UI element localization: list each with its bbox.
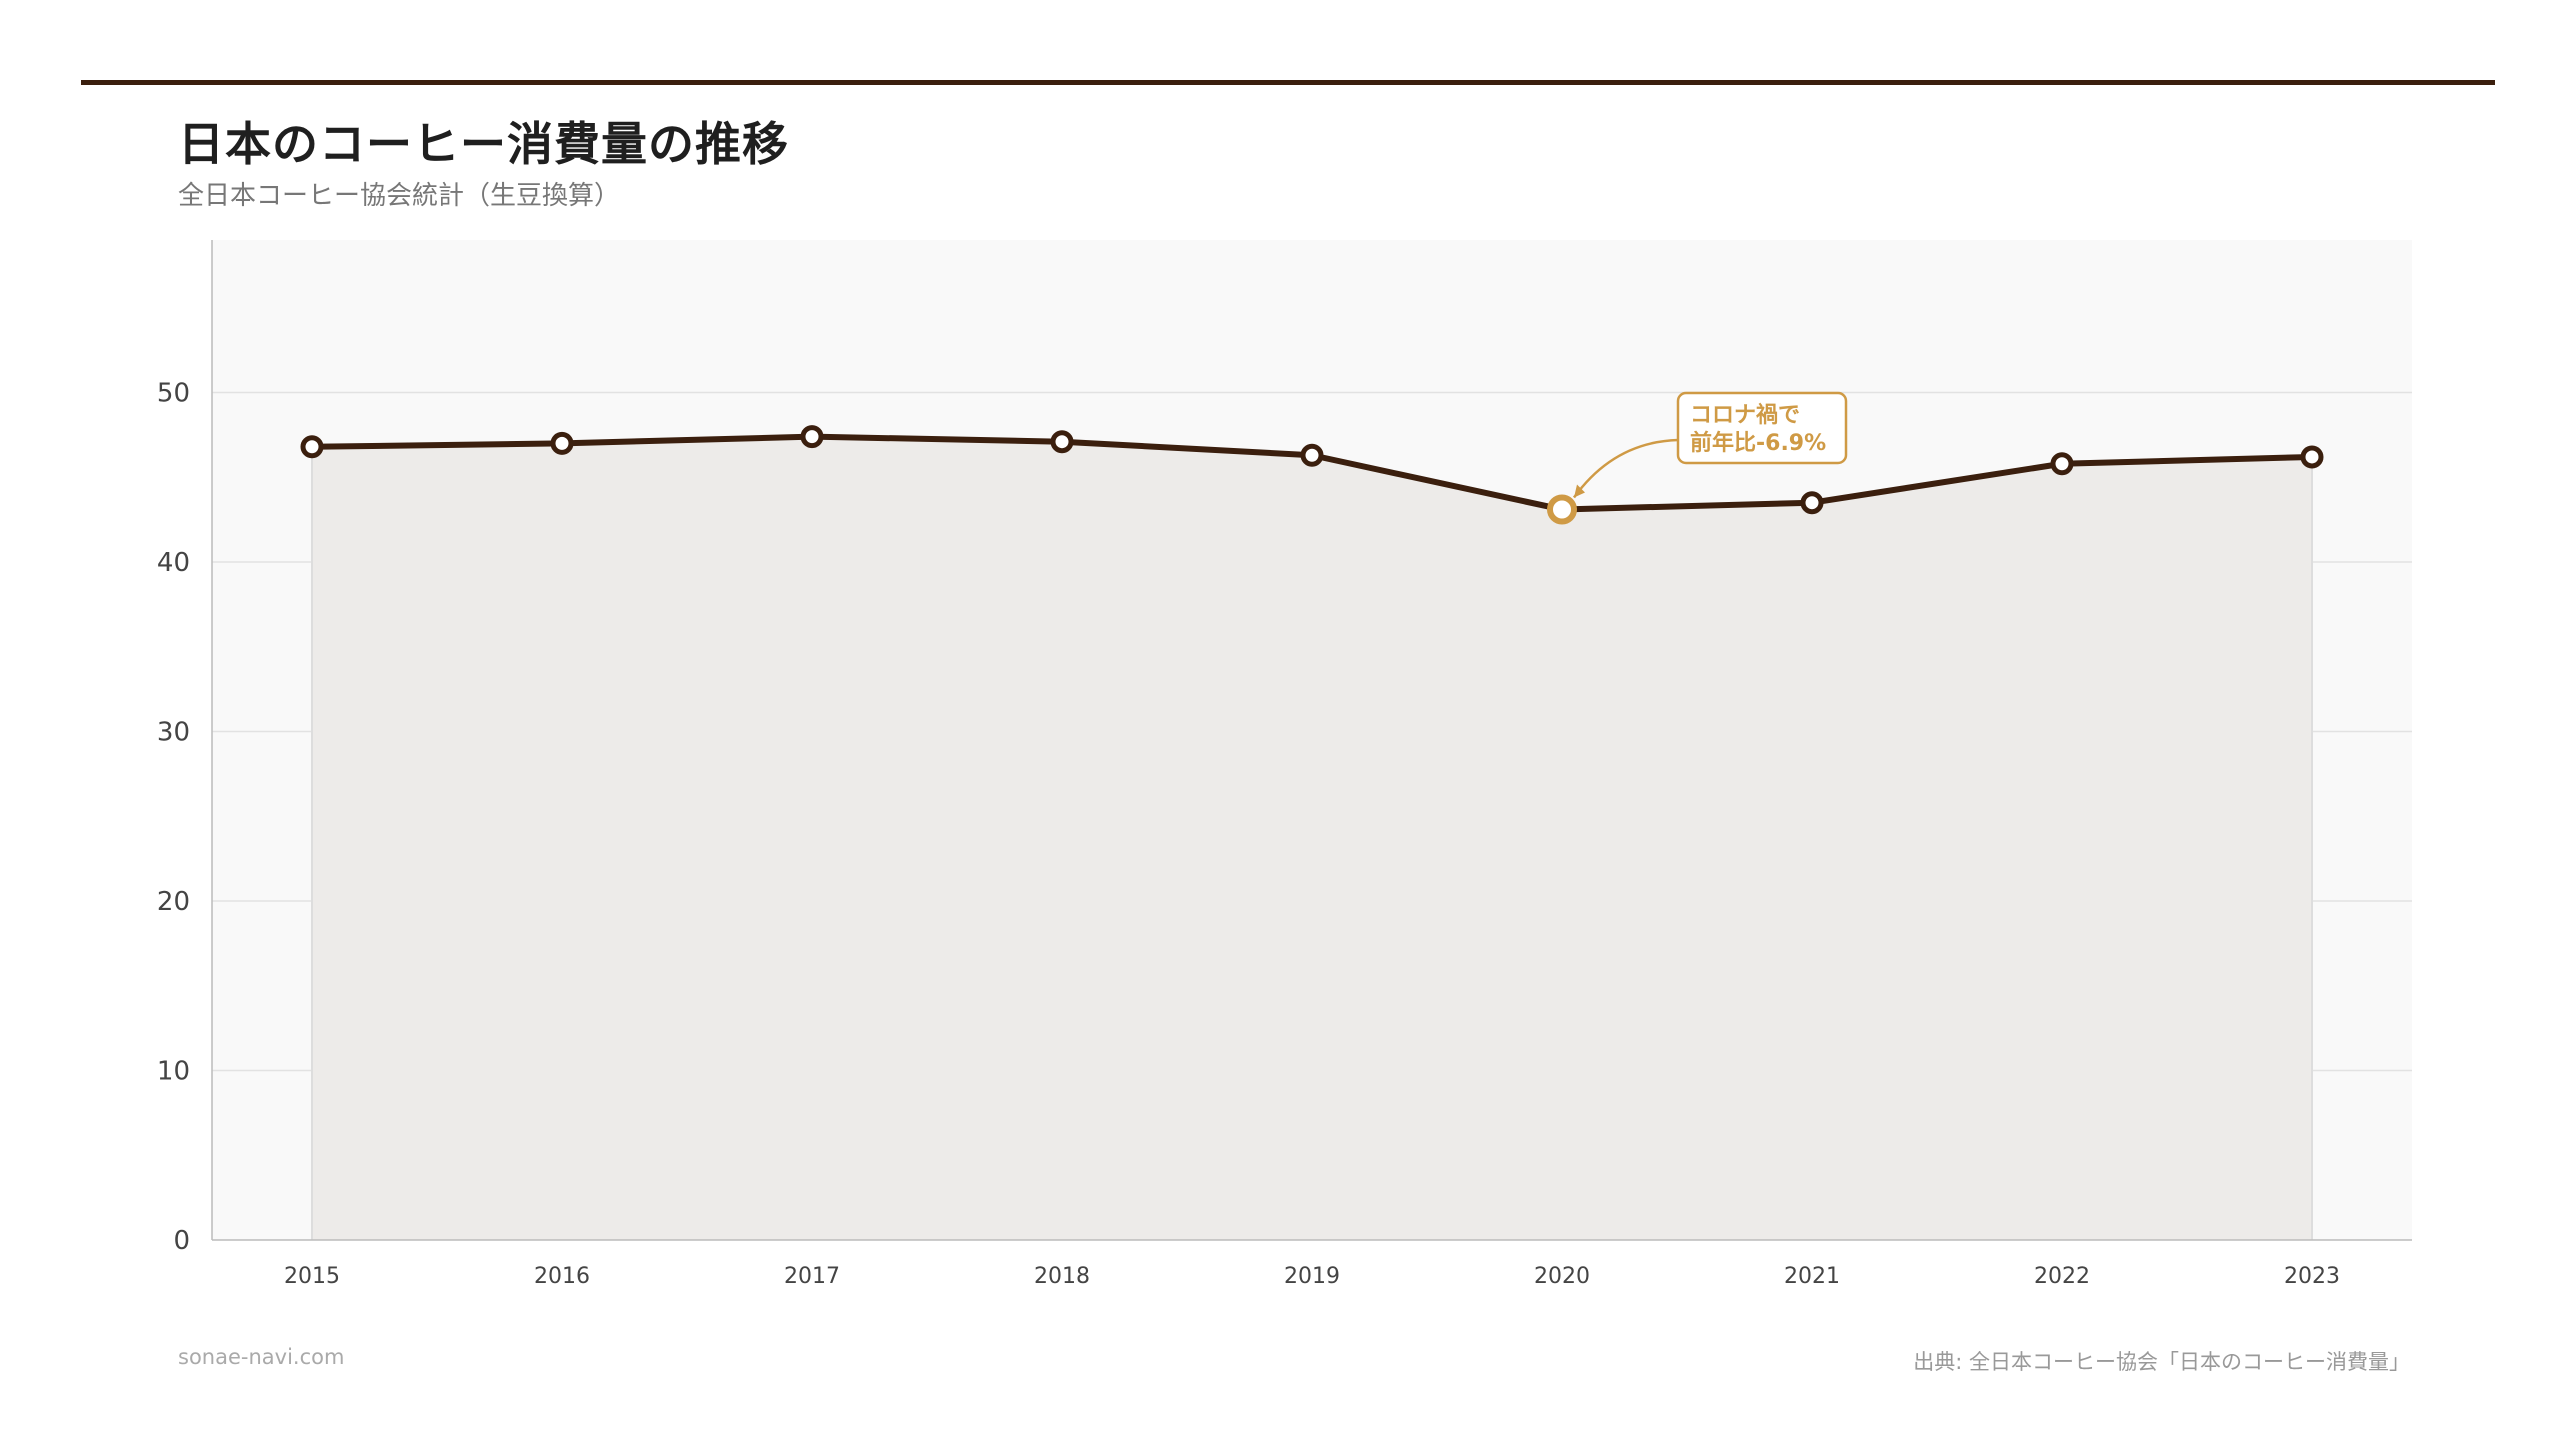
x-tick-label: 2016 bbox=[534, 1264, 590, 1289]
annotation-text: コロナ禍で bbox=[1690, 403, 1800, 428]
data-points bbox=[300, 425, 2324, 525]
data-point bbox=[800, 425, 824, 449]
y-tick-label: 20 bbox=[157, 887, 190, 917]
x-tick-label: 2015 bbox=[284, 1264, 340, 1289]
y-tick-label: 10 bbox=[157, 1057, 190, 1087]
x-tick-label: 2022 bbox=[2034, 1264, 2090, 1289]
highlight-point bbox=[1547, 494, 1577, 525]
y-tick-label: 0 bbox=[173, 1226, 190, 1256]
x-tick-label: 2023 bbox=[2284, 1264, 2340, 1289]
area-edges bbox=[311, 446, 2313, 1240]
y-tick-labels: 0 10 20 30 40 50 bbox=[157, 379, 190, 1256]
annotation-box bbox=[1676, 391, 1848, 465]
data-point bbox=[1800, 491, 1824, 515]
x-tick-label: 2018 bbox=[1034, 1264, 1090, 1289]
data-point bbox=[550, 431, 574, 455]
x-tick-label: 2020 bbox=[1534, 1264, 1590, 1289]
chart-title: 日本のコーヒー消費量の推移 bbox=[178, 117, 789, 171]
site-credit: sonae-navi.com bbox=[178, 1345, 345, 1369]
area-fill bbox=[312, 436, 2312, 1240]
x-tick-labels: 2015 2016 2017 2018 2019 2020 2021 2022 2023 bbox=[284, 1264, 2340, 1289]
data-point bbox=[1300, 443, 1324, 467]
data-point bbox=[300, 435, 324, 459]
y-tick-label: 40 bbox=[157, 548, 190, 578]
x-tick-label: 2019 bbox=[1284, 1264, 1340, 1289]
chart-subtitle: 全日本コーヒー協会統計（生豆換算） bbox=[178, 181, 621, 211]
data-point bbox=[2050, 452, 2074, 476]
annotation-text: 前年比-6.9% bbox=[1690, 430, 1826, 456]
top-rule bbox=[81, 80, 2495, 85]
data-point bbox=[2300, 445, 2324, 469]
y-tick-label: 30 bbox=[157, 718, 190, 748]
y-tick-label: 50 bbox=[157, 379, 190, 409]
annotation-arrow bbox=[1572, 438, 1679, 499]
annotation-arrowhead bbox=[1574, 484, 1585, 498]
x-tick-label: 2017 bbox=[784, 1264, 840, 1289]
data-point bbox=[1050, 430, 1074, 454]
source-note: 出典: 全日本コーヒー協会「日本のコーヒー消費量」 bbox=[1913, 1350, 2410, 1374]
x-tick-label: 2021 bbox=[1784, 1264, 1840, 1289]
